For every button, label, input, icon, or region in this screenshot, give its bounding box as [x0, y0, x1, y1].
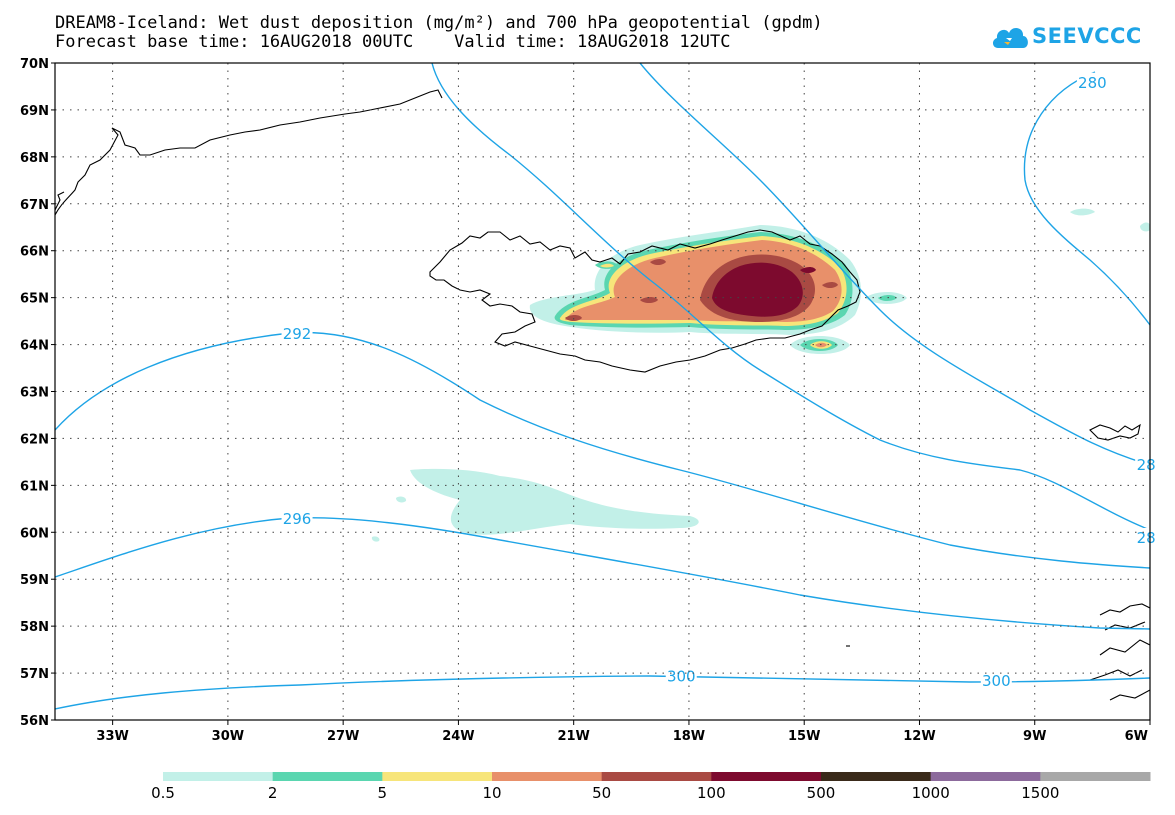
colorbar: [163, 772, 1151, 781]
deposition-patch-east-2: [1140, 222, 1150, 232]
axis-labels: 33W 30W 27W 24W 21W 18W 15W 12W 9W 6W 70N 69N 68N 67N…: [20, 57, 1151, 744]
lat-label: 67N: [20, 198, 49, 213]
colorbar-label: 1500: [1021, 784, 1060, 802]
colorbar-label: 1000: [911, 784, 950, 802]
lon-label: 21W: [557, 729, 589, 744]
lon-label: 33W: [96, 729, 128, 744]
lon-label: 6W: [1125, 729, 1148, 744]
deposition-main-100: [712, 262, 803, 317]
colorbar-segment: [930, 772, 1041, 781]
contour-label: 28: [1137, 456, 1156, 474]
deposition-patch-east: [1070, 208, 1095, 216]
deposition-patch-south: [410, 468, 699, 535]
lon-label: 12W: [903, 729, 935, 744]
dust-deposition-field: [371, 208, 1150, 542]
contour-label: 300: [982, 672, 1011, 690]
contour-label-bg: [1135, 455, 1158, 473]
colorbar-segment: [711, 772, 822, 781]
deposition-spot-ne2: [800, 267, 816, 273]
colorbar-label: 2: [267, 784, 278, 802]
lon-label: 30W: [212, 729, 244, 744]
colorbar-label: 0.5: [151, 784, 175, 802]
colorbar-segment: [272, 772, 383, 781]
contour-280: [1023, 71, 1150, 326]
contour-labels: 292 296 300 300 280 28 28: [281, 72, 1158, 690]
lat-label: 59N: [20, 573, 49, 588]
colorbar-segment: [492, 772, 603, 781]
colorbar-segment: [163, 772, 274, 781]
deposition-spot-ne: [822, 282, 838, 288]
colorbar-segment: [821, 772, 932, 781]
lat-label: 60N: [20, 526, 49, 541]
lat-label: 57N: [20, 667, 49, 682]
lat-label: 58N: [20, 620, 49, 635]
contour-label-bg: [281, 323, 313, 341]
logo-text: SEEVCCC: [1032, 24, 1142, 48]
lon-label: 18W: [673, 729, 705, 744]
greenland-coast: [55, 89, 443, 216]
contour-ne-2: [639, 63, 1150, 466]
contour-label-bg: [281, 509, 313, 527]
colorbar-segment: [1040, 772, 1151, 781]
colorbar-segment: [382, 772, 493, 781]
contour-label-bg: [1076, 72, 1108, 90]
coastlines: [55, 89, 1150, 701]
chart-title: DREAM8-Iceland: Wet dust deposition (mg/…: [55, 13, 823, 33]
contour-296: [55, 517, 1150, 630]
deposition-spot-n: [650, 259, 666, 265]
faroe-coast: [1089, 423, 1141, 441]
contour-label: 300: [667, 667, 696, 685]
iceland-coast: [429, 229, 861, 373]
contour-label: 296: [283, 510, 312, 528]
lat-label: 56N: [20, 714, 49, 729]
gridlines: [55, 63, 1150, 720]
lat-label: 69N: [20, 104, 49, 119]
lat-label: 66N: [20, 245, 49, 260]
lat-label: 61N: [20, 479, 49, 494]
geopotential-contours: [55, 63, 1150, 710]
colorbar-label: 10: [482, 784, 502, 802]
cloud-icon: [992, 27, 1028, 48]
deposition-patch-small-2: [371, 536, 380, 542]
deposition-spot-w2: [640, 297, 658, 303]
lat-label: 64N: [20, 339, 49, 354]
contour-label-bg: [980, 671, 1012, 689]
colorbar-segment: [601, 772, 712, 781]
lat-label: 65N: [20, 292, 49, 307]
contour-label: 292: [283, 325, 312, 343]
deposition-spot-fjord2: [600, 263, 614, 268]
contour-label: 28: [1137, 529, 1156, 547]
lon-label: 24W: [442, 729, 474, 744]
lat-label: 68N: [20, 151, 49, 166]
deposition-patch-small: [396, 496, 407, 503]
contour-label: 280: [1078, 74, 1107, 92]
chart-subtitle: Forecast base time: 16AUG2018 00UTC Vali…: [55, 32, 731, 52]
contour-ne-1: [431, 63, 1150, 531]
contour-label-bg: [1135, 527, 1158, 545]
lat-label: 62N: [20, 432, 49, 447]
colorbar-label: 5: [377, 784, 388, 802]
scotland-coast: [1089, 603, 1150, 701]
lat-label: 63N: [20, 386, 49, 401]
lon-label: 15W: [788, 729, 820, 744]
lat-label: 70N: [20, 57, 49, 72]
greenland-coast-2: [55, 191, 65, 211]
colorbar-label: 100: [697, 784, 726, 802]
lon-label: 27W: [327, 729, 359, 744]
lon-label: 9W: [1023, 729, 1046, 744]
colorbar-label: 500: [806, 784, 836, 802]
seevccc-logo: SEEVCCC: [990, 20, 1165, 60]
colorbar-label: 50: [592, 784, 612, 802]
